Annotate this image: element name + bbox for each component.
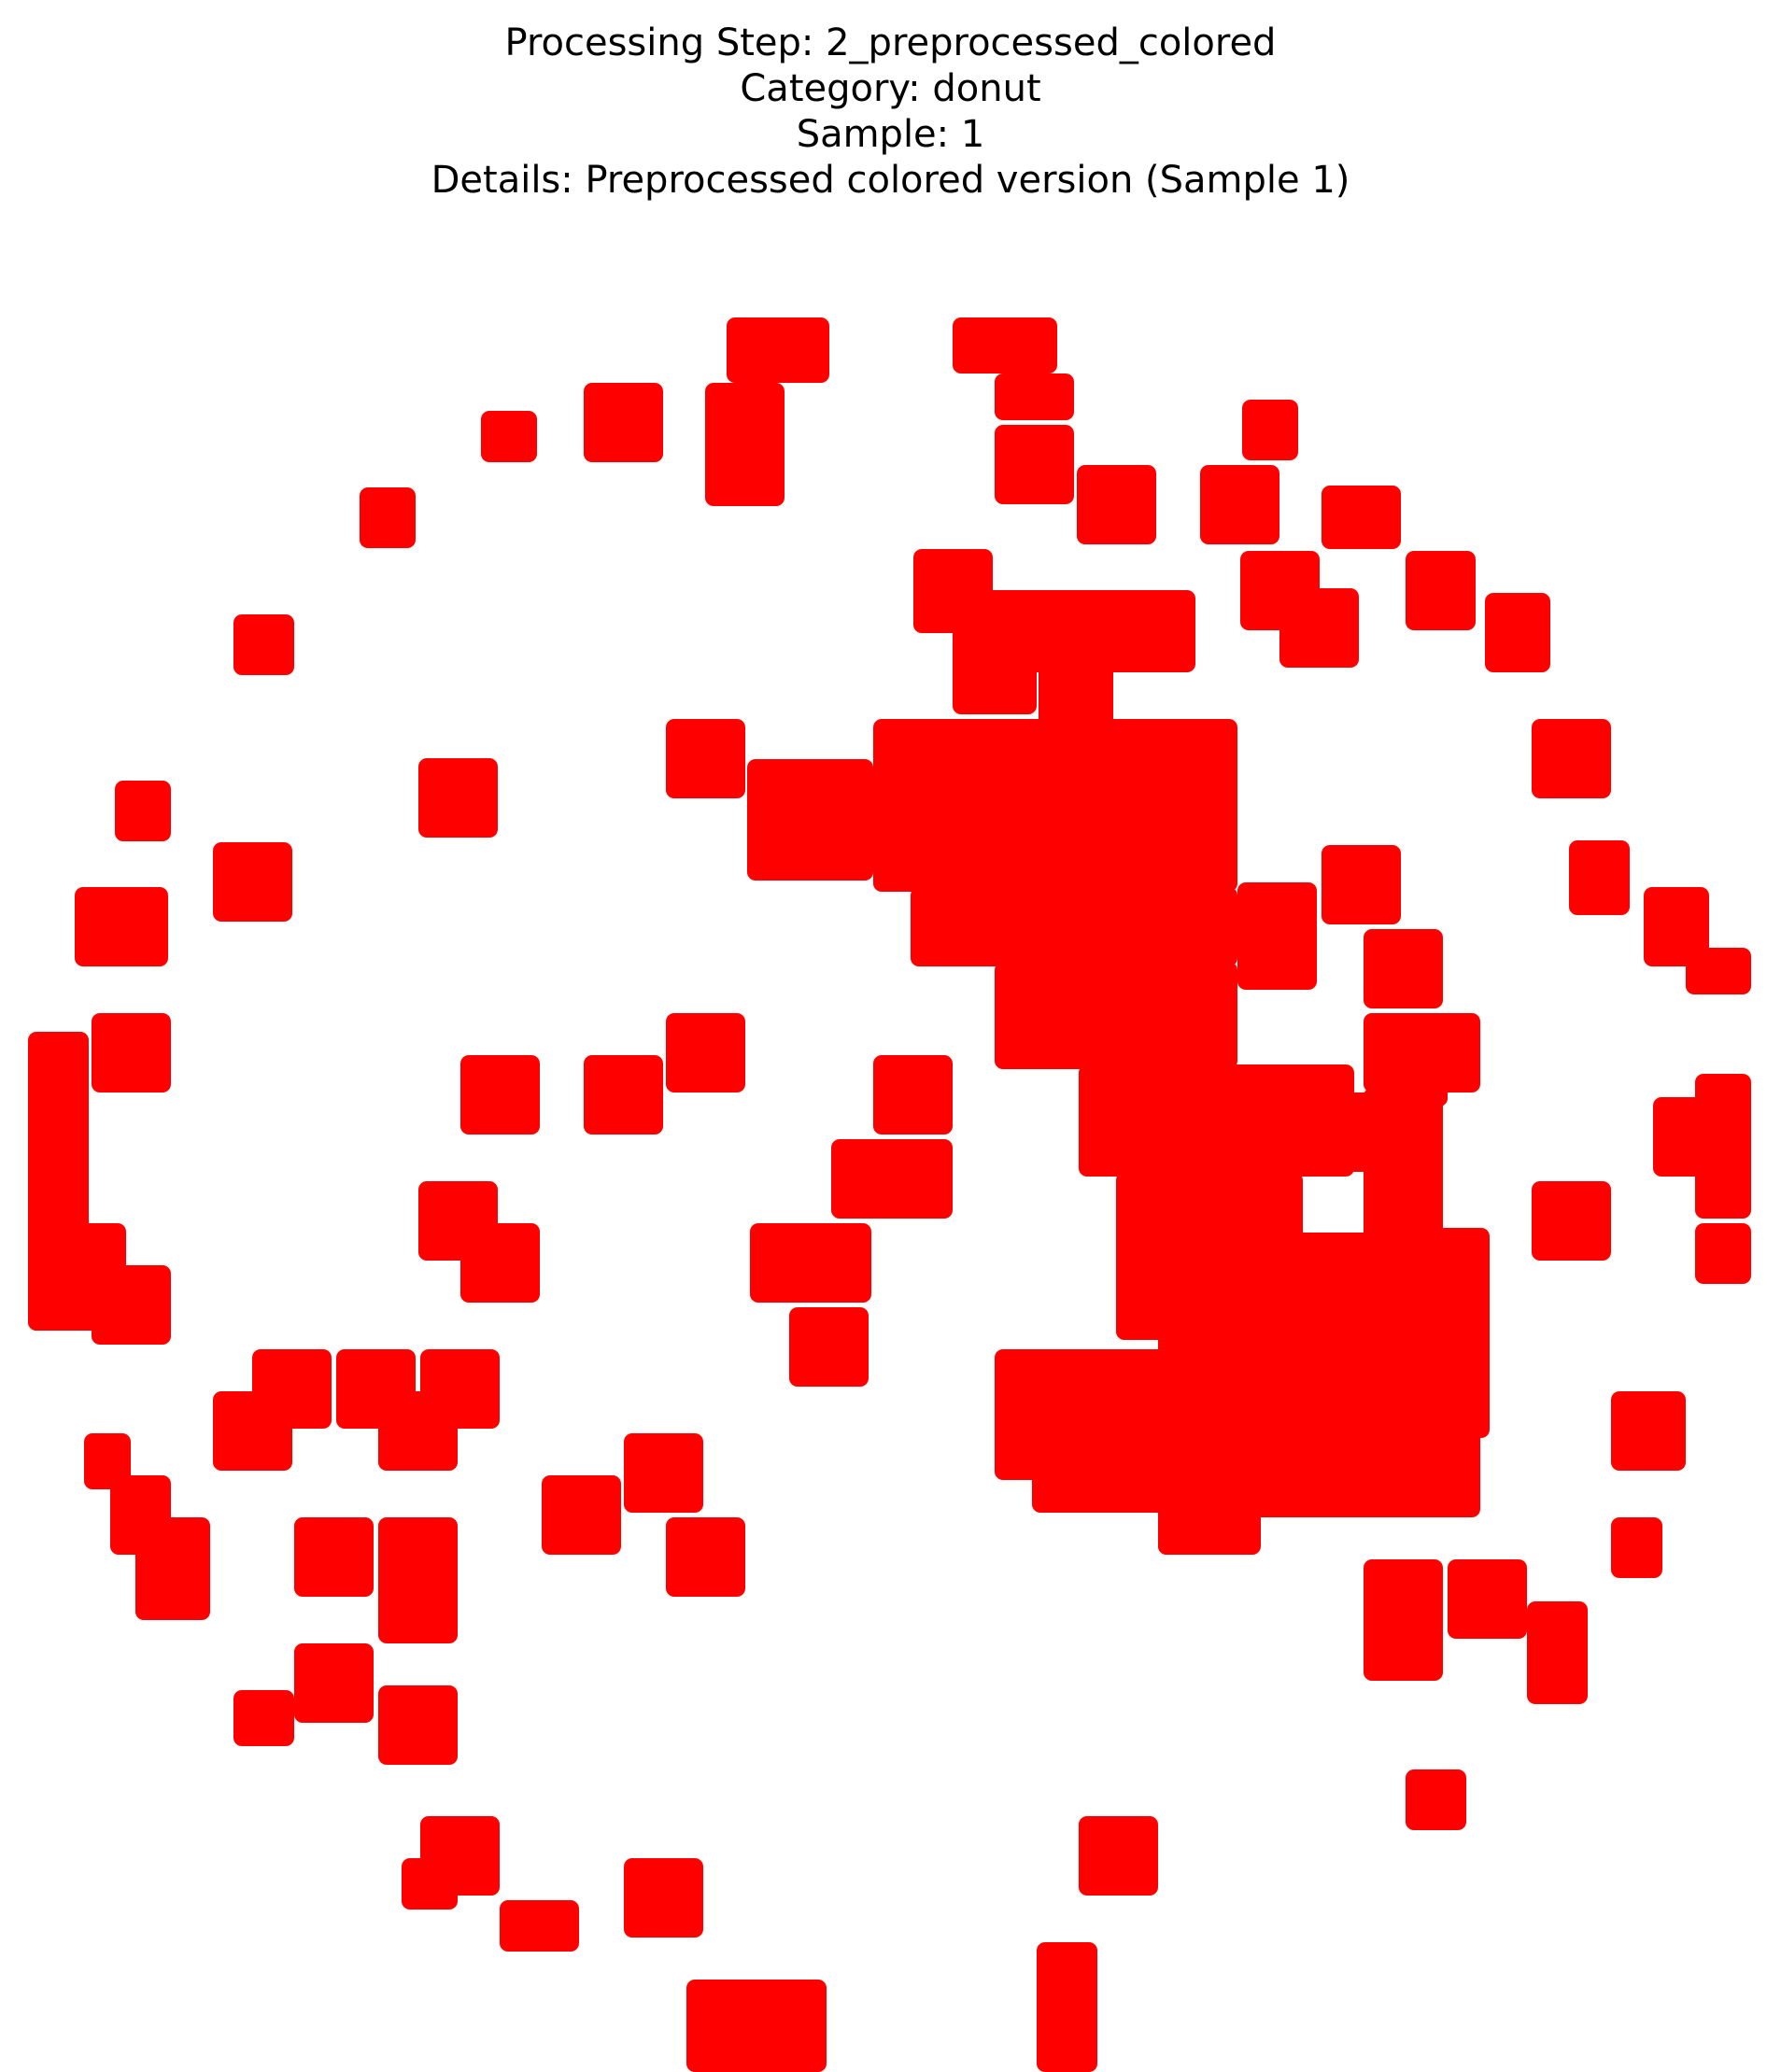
mask-blob (92, 1265, 171, 1345)
mask-blob (1644, 887, 1709, 966)
mask-blob (1532, 1181, 1611, 1261)
mask-blob (873, 1055, 953, 1135)
mask-blob (294, 1643, 374, 1723)
title-step: Processing Step: 2_preprocessed_colored (504, 21, 1277, 64)
mask-blob (911, 887, 1237, 966)
mask-blob (500, 1900, 579, 1952)
mask-blob (1364, 1088, 1443, 1284)
mask-blob (378, 1685, 458, 1765)
mask-blob (135, 1517, 210, 1620)
mask-blob (1364, 929, 1443, 1008)
mask-blob (873, 719, 1237, 892)
mask-blob (953, 317, 1057, 374)
mask-blob (747, 759, 873, 881)
mask-blob (1116, 1228, 1237, 1340)
mask-blob (727, 317, 829, 383)
mask-blob (418, 758, 498, 838)
mask-blob (233, 1690, 294, 1746)
mask-blob (1527, 1601, 1588, 1704)
mask-blob (624, 1858, 703, 1938)
mask-blob (1532, 719, 1611, 798)
mask-blob (1611, 1517, 1662, 1578)
mask-blob (1079, 1349, 1233, 1457)
mask-blob (1364, 1559, 1443, 1681)
mask-blob (75, 887, 168, 966)
mask-blob (1448, 1559, 1527, 1639)
mask-blob (995, 425, 1074, 504)
mask-blob (460, 1055, 540, 1135)
mask-blob (481, 411, 537, 462)
title-details: Details: Preprocessed colored version (S… (431, 159, 1350, 202)
title-sample: Sample: 1 (796, 113, 985, 156)
mask-blob (953, 635, 1037, 714)
mask-blob (542, 1475, 621, 1555)
mask-blob (1200, 465, 1279, 544)
mask-blob (1569, 840, 1630, 915)
mask-blob (1485, 593, 1550, 672)
mask-blob (1611, 1391, 1686, 1471)
mask-blob (1322, 486, 1401, 549)
mask-blob (402, 1858, 458, 1910)
mask-blob (831, 1139, 953, 1219)
mask-blob (1406, 1769, 1466, 1830)
mask-blob (233, 614, 294, 675)
mask-blob (378, 1517, 458, 1643)
figure-title: Processing Step: 2_preprocessed_colored … (0, 21, 1781, 204)
mask-blob (1158, 1494, 1237, 1555)
mask-blob (1242, 400, 1298, 460)
mask-blob (789, 1307, 869, 1387)
mask-blob (252, 1349, 332, 1429)
title-category: Category: donut (740, 67, 1041, 110)
mask-blob (115, 781, 171, 841)
mask-blob (1237, 1359, 1368, 1517)
mask-blob (1322, 845, 1401, 924)
mask-blob (995, 374, 1074, 420)
mask-blob (1237, 882, 1317, 990)
mask-blob (666, 1013, 745, 1092)
mask-blob (460, 1223, 540, 1303)
mask-blob (584, 1055, 663, 1135)
mask-blob (705, 383, 784, 506)
mask-blob (995, 962, 1237, 1069)
mask-blob (1037, 1980, 1097, 2072)
mask-blob (420, 1349, 500, 1429)
mask-blob (750, 1223, 871, 1303)
mask-blob (1279, 588, 1359, 668)
mask-blob (213, 842, 292, 922)
mask-blob (666, 719, 745, 798)
mask-blob (294, 1517, 374, 1597)
mask-blob (92, 1013, 171, 1092)
mask-blob (686, 1980, 827, 2072)
mask-blob (1695, 1223, 1751, 1284)
mask-blob (666, 1517, 745, 1597)
mask-blob (1695, 1139, 1751, 1219)
mask-blob (1077, 465, 1156, 544)
mask-blob (1079, 1064, 1354, 1177)
mask-blob (1079, 1816, 1158, 1896)
mask-blob (1401, 1013, 1448, 1106)
mask-blob (1406, 551, 1476, 630)
mask-blob (360, 487, 416, 548)
mask-blob (1686, 948, 1751, 994)
mask-blob (624, 1433, 703, 1513)
mask-blob (584, 383, 663, 462)
